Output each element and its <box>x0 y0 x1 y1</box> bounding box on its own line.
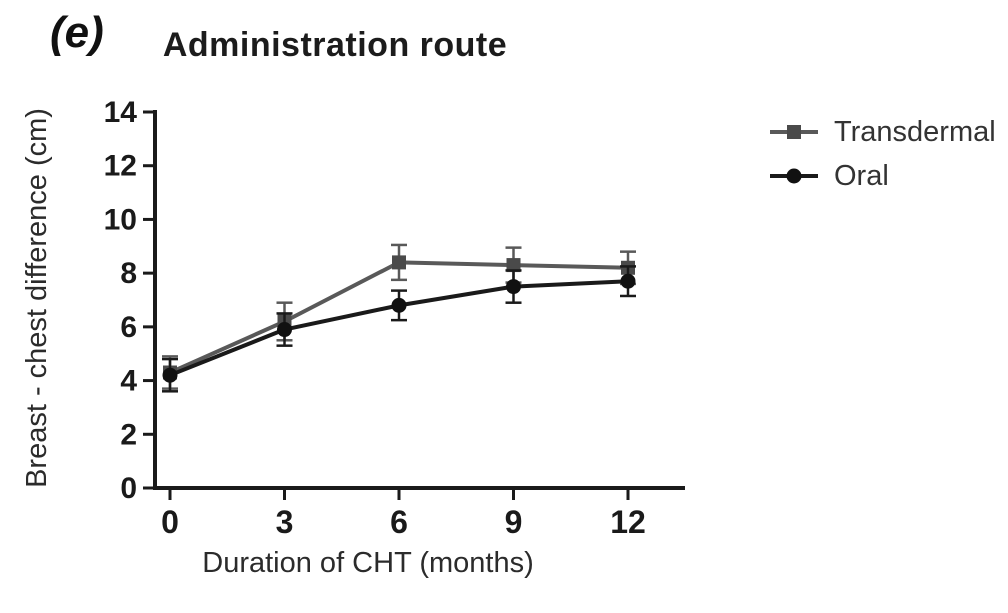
y-tick-label: 12 <box>104 150 137 183</box>
legend-label-oral: Oral <box>834 159 889 192</box>
y-tick-label: 4 <box>120 365 137 398</box>
x-tick-label: 6 <box>390 504 408 540</box>
data-point-square <box>392 255 406 270</box>
y-tick-label: 14 <box>104 96 138 129</box>
legend-label-transdermal: Transdermal <box>834 115 996 148</box>
legend-item-transdermal: Transdermal <box>770 114 996 150</box>
data-point-circle <box>162 367 178 383</box>
data-point-circle <box>620 273 636 289</box>
transdermal-square-marker-icon <box>770 125 818 139</box>
chart-title: Administration route <box>162 26 508 64</box>
data-point-circle <box>506 279 521 295</box>
x-tick-label: 12 <box>610 504 646 540</box>
series-oral <box>162 265 636 393</box>
legend-item-oral: Oral <box>770 158 996 194</box>
data-point-square <box>506 258 521 273</box>
legend: Transdermal Oral <box>770 114 996 194</box>
panel-label: (e) <box>50 8 104 57</box>
y-tick-label: 0 <box>120 472 137 505</box>
y-tick-label: 8 <box>120 257 137 290</box>
data-point-circle <box>391 297 407 313</box>
data-point-circle <box>277 322 292 338</box>
x-tick-label: 3 <box>276 504 294 540</box>
x-axis-label: Duration of CHT (months) <box>202 547 533 579</box>
oral-circle-marker-icon <box>770 168 818 184</box>
y-tick-label: 2 <box>120 418 137 451</box>
y-axis-label: Breast - chest difference (cm) <box>21 108 53 488</box>
x-tick-label: 9 <box>505 504 523 540</box>
y-tick-label: 10 <box>104 203 137 236</box>
y-tick-label: 6 <box>120 311 137 344</box>
x-tick-label: 0 <box>161 504 179 540</box>
